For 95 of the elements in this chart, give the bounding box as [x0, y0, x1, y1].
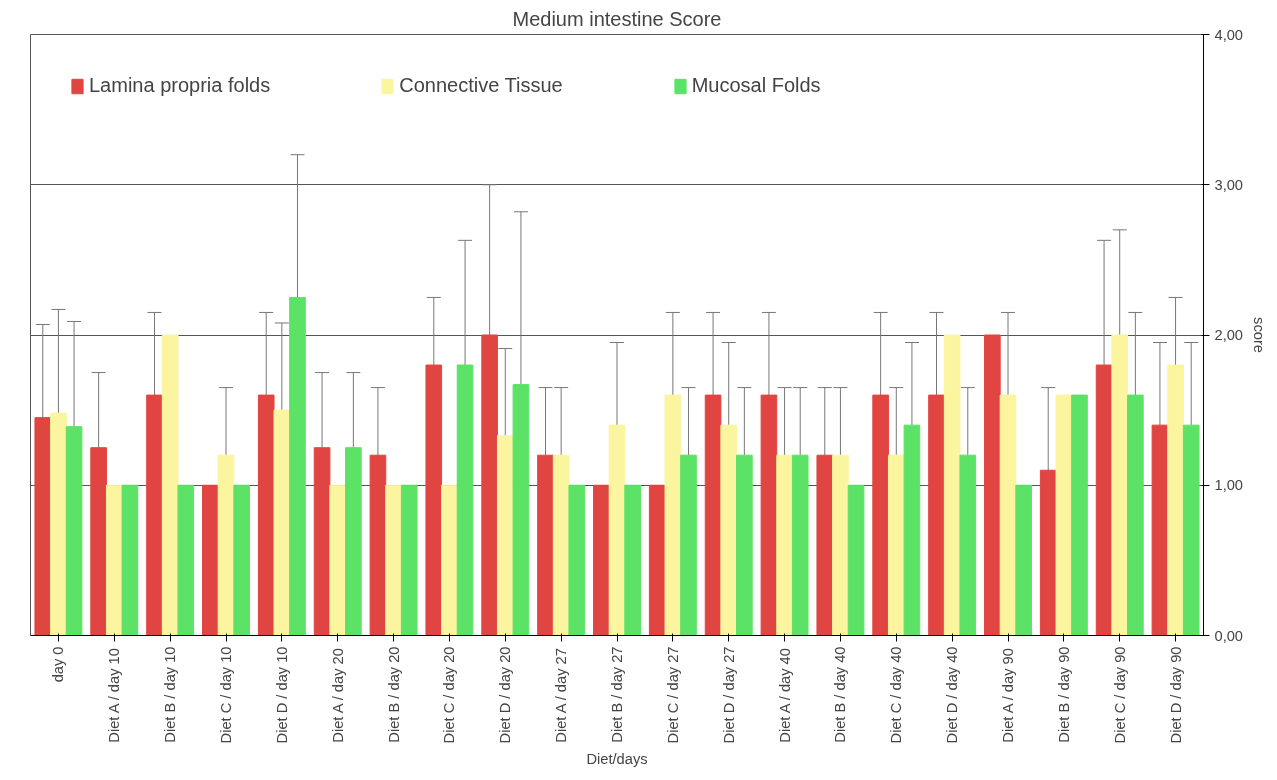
bar [593, 484, 610, 636]
x-tick-label: Diet B / day 27 [609, 646, 625, 743]
legend-label: Lamina propria folds [89, 74, 271, 97]
bar [257, 394, 275, 636]
x-tick-label: Diet D / day 90 [1167, 646, 1184, 744]
bar [34, 417, 52, 636]
bar [512, 384, 530, 636]
bar [1151, 424, 1169, 636]
x-tick-label: Diet A / day 27 [553, 648, 570, 743]
x-tick-label: Diet A / day 20 [329, 648, 346, 743]
x-tick-label: Diet A / day 90 [1000, 648, 1016, 743]
x-tick-label: Diet C / day 90 [1111, 646, 1128, 744]
y-tick-label: 1,00 [1214, 477, 1244, 494]
bar [345, 447, 362, 636]
y-tick-label: 0,00 [1214, 627, 1244, 644]
bar [816, 454, 834, 636]
bar [105, 484, 123, 636]
bar [648, 484, 666, 636]
x-tick-label: Diet B / day 90 [1055, 646, 1072, 743]
bar [903, 424, 921, 636]
y-tick-label: 3,00 [1214, 176, 1244, 193]
bar [161, 334, 179, 636]
x-tick-label: Diet D / day 40 [944, 646, 961, 744]
bar [177, 484, 195, 636]
x-tick-label: Diet D / day 10 [273, 646, 290, 744]
bar [217, 454, 235, 636]
bar [121, 484, 139, 636]
bar [313, 447, 331, 636]
bar [496, 435, 514, 636]
y-tick-label: 4,00 [1214, 26, 1244, 43]
bar [943, 334, 961, 636]
y-axis-title: score [1251, 317, 1268, 353]
x-tick-label: Diet A / day 40 [776, 648, 793, 743]
bar [329, 484, 347, 636]
bar [887, 454, 905, 636]
bar [959, 454, 977, 636]
bar [1039, 469, 1057, 636]
bar [233, 484, 250, 636]
bar [552, 454, 570, 636]
bar [608, 424, 626, 636]
bar [1127, 394, 1144, 636]
bar [289, 296, 306, 636]
bar [680, 454, 697, 636]
bar [872, 394, 889, 636]
x-tick-label: Diet D / day 20 [497, 646, 514, 744]
bar [999, 394, 1017, 636]
bar [385, 484, 402, 636]
bar [202, 484, 219, 636]
bar [832, 454, 849, 636]
x-tick-label: Diet C / day 40 [888, 646, 905, 744]
x-tick-label: Diet B / day 10 [162, 646, 179, 743]
bar [1111, 334, 1129, 636]
x-tick-label: day 0 [50, 646, 67, 683]
bar [1167, 364, 1184, 636]
bar [369, 454, 387, 636]
bar [847, 484, 865, 636]
x-tick-label: Diet C / day 27 [664, 646, 681, 744]
bar [90, 447, 107, 636]
bar [1095, 364, 1113, 636]
bar [1055, 394, 1073, 636]
bar [720, 424, 738, 636]
bar [146, 394, 163, 636]
bar [481, 334, 498, 636]
bar [273, 409, 291, 636]
bar [928, 394, 945, 636]
legend-label: Mucosal Folds [691, 74, 821, 97]
bar [400, 484, 418, 636]
bar [704, 394, 722, 636]
bar [1071, 394, 1088, 636]
bar [1015, 484, 1032, 636]
bar [776, 454, 793, 636]
bar [664, 394, 682, 636]
bar [425, 364, 443, 636]
legend-label: Connective Tissue [399, 74, 563, 97]
bar [984, 334, 1001, 636]
bar [568, 484, 586, 636]
bar [441, 484, 458, 636]
bar [65, 426, 83, 636]
x-tick-label: Diet B / day 40 [832, 646, 849, 743]
bar [1182, 424, 1200, 636]
x-tick-label: Diet C / day 20 [441, 646, 458, 744]
bar [736, 454, 753, 636]
bar [760, 394, 778, 636]
x-tick-label: Diet D / day 27 [720, 646, 737, 744]
bar [624, 484, 641, 636]
x-tick-label: Diet C / day 10 [218, 646, 234, 744]
bar [456, 364, 474, 636]
chart-title: Medium intestine Score [512, 7, 722, 30]
bar [537, 454, 554, 636]
bar [791, 454, 809, 636]
x-tick-label: Diet A / day 10 [106, 648, 123, 743]
y-tick-label: 2,00 [1214, 327, 1244, 343]
x-axis-title: Diet/days [586, 751, 648, 768]
x-tick-label: Diet B / day 20 [385, 646, 402, 743]
bar [50, 412, 67, 636]
